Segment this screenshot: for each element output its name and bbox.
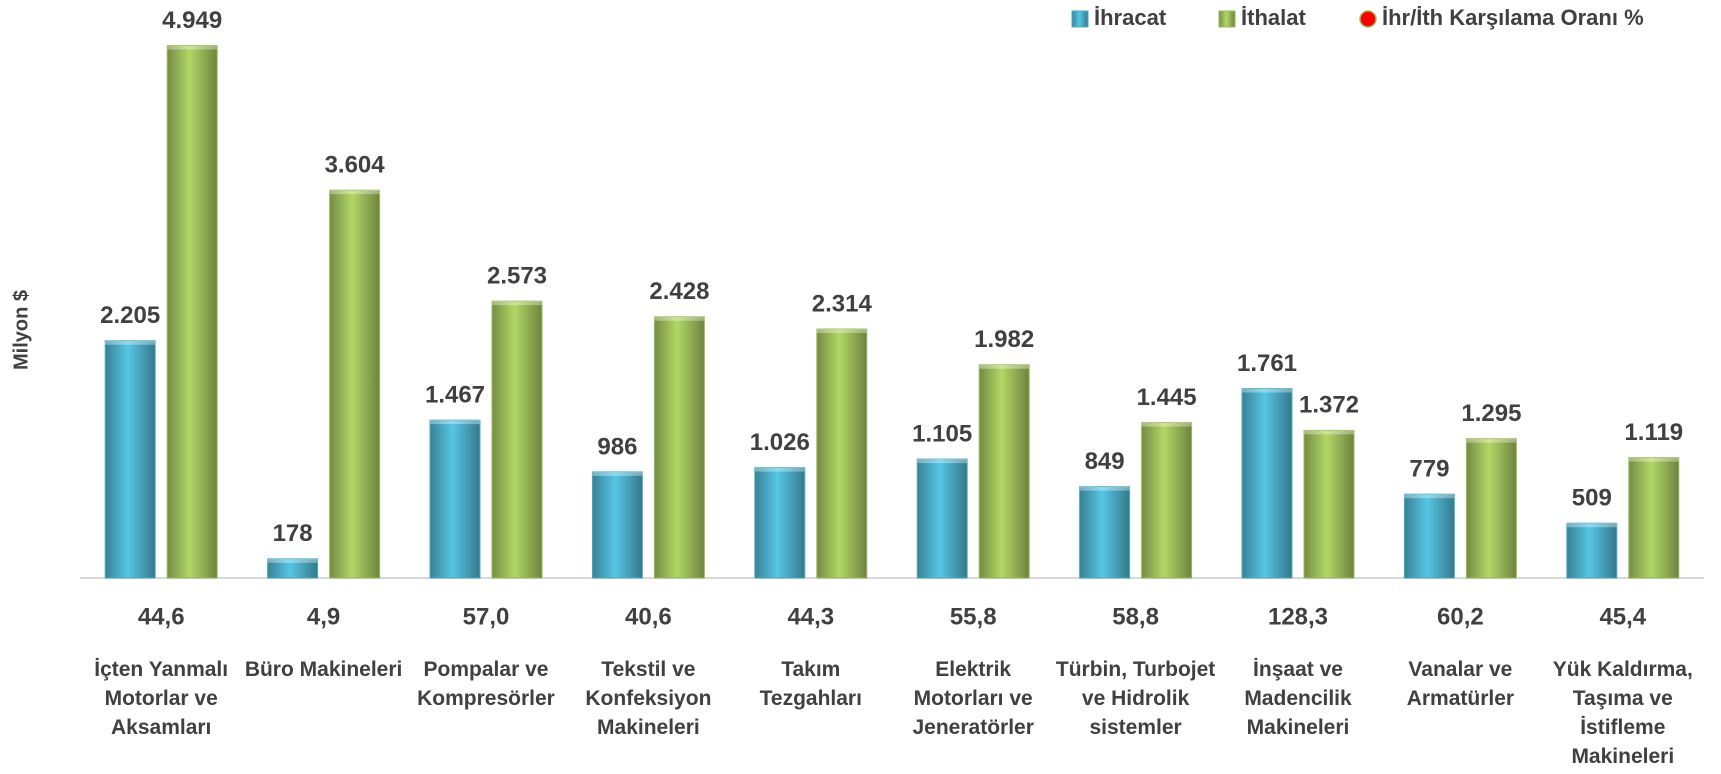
bar-cap <box>1141 422 1192 427</box>
legend-swatch <box>1359 10 1377 28</box>
x-tick-label: İnşaat ve Madencilik Makineleri <box>1244 658 1352 739</box>
ratio-label: 40,6 <box>625 603 672 630</box>
data-label: 2.428 <box>649 278 709 305</box>
bar-cap <box>1628 457 1679 462</box>
bar <box>591 471 643 579</box>
y-axis-label: Milyon $ <box>10 290 32 370</box>
bar <box>754 467 806 579</box>
bar <box>329 189 381 579</box>
bar <box>1465 438 1517 579</box>
data-label: 779 <box>1409 456 1449 483</box>
data-label: 1.119 <box>1624 419 1683 446</box>
x-tick-label: Elektrik Motorları ve Jeneratörler <box>912 658 1034 739</box>
ratio-label: 44,6 <box>138 603 185 630</box>
data-label: 1.445 <box>1137 384 1197 411</box>
data-label: 2.573 <box>487 262 547 289</box>
data-label: 3.604 <box>325 152 386 179</box>
bar-cap <box>492 301 542 306</box>
bar-cap <box>1304 430 1354 435</box>
ratio-label: 57,0 <box>463 603 510 630</box>
bar <box>1566 522 1618 579</box>
ratio-label: 45,4 <box>1599 603 1646 630</box>
ratio-label: 128,3 <box>1268 603 1328 630</box>
data-label: 1.372 <box>1299 392 1359 419</box>
legend-label: İhracat <box>1094 5 1167 30</box>
data-label: 986 <box>597 433 637 460</box>
bar-cap <box>329 190 380 195</box>
x-tick-label: Tekstil ve Konfeksiyon Makineleri <box>585 658 712 739</box>
bar <box>267 558 319 579</box>
ratio-label: 60,2 <box>1437 603 1484 630</box>
bar-cap <box>105 340 156 345</box>
data-label: 1.761 <box>1237 350 1297 377</box>
data-label: 178 <box>273 520 313 547</box>
bar-cap <box>754 467 805 472</box>
ratio-label: 44,3 <box>787 603 834 630</box>
bar <box>653 316 705 579</box>
legend-label: İhr/İth Karşılama Oranı % <box>1382 5 1644 30</box>
bar-cap <box>1242 388 1292 393</box>
x-tick-label: Büro Makineleri <box>244 658 403 681</box>
bar-cap <box>430 420 480 425</box>
ratio-label: 55,8 <box>950 603 997 630</box>
data-label: 849 <box>1085 448 1125 475</box>
bar <box>916 458 968 579</box>
x-tick-label: Takım Tezgahları <box>759 658 862 710</box>
bar-cap <box>592 471 643 476</box>
data-label: 2.205 <box>100 302 160 329</box>
data-label: 4.949 <box>162 7 222 34</box>
legend-swatch <box>1218 10 1236 28</box>
x-tick-label: Yük Kaldırma, Taşıma ve İstifleme Makine… <box>1552 658 1693 768</box>
bar-cap <box>979 364 1030 369</box>
bar <box>429 419 481 579</box>
bar-cap <box>167 45 218 50</box>
x-tick-label: Türbin, Turbojet ve Hidrolik sistemler <box>1055 658 1216 739</box>
bar-cap <box>1566 523 1617 528</box>
data-label: 1.982 <box>974 326 1034 353</box>
data-label: 509 <box>1572 485 1612 512</box>
x-tick-label: İçten Yanmalı Motorlar ve Aksamları <box>94 658 229 739</box>
bar <box>166 44 218 579</box>
bar-cap <box>654 316 705 321</box>
bar-cap <box>1466 438 1517 443</box>
x-tick-label: Pompalar ve Kompresörler <box>417 658 555 710</box>
bar-cap <box>816 329 867 334</box>
bar-cap <box>1079 486 1130 491</box>
legend-swatch <box>1071 10 1089 28</box>
bar <box>1079 486 1131 579</box>
bar <box>1628 457 1680 579</box>
data-label: 2.314 <box>812 290 873 317</box>
bar <box>978 364 1030 579</box>
bar <box>1303 429 1355 579</box>
x-tick-label: Vanalar ve Armatürler <box>1406 658 1515 710</box>
data-label: 1.467 <box>425 381 485 408</box>
data-label: 1.026 <box>750 429 810 456</box>
bar-cap <box>1404 494 1455 499</box>
data-label: 1.295 <box>1461 400 1521 427</box>
data-label: 1.105 <box>912 420 972 447</box>
bar-cap <box>917 459 968 464</box>
bar <box>104 340 156 579</box>
ratio-label: 4,9 <box>307 603 340 630</box>
bar-cap <box>267 558 318 563</box>
legend-label: İthalat <box>1241 5 1306 30</box>
bar <box>1241 388 1293 579</box>
bar <box>1141 422 1193 579</box>
bar <box>491 300 543 579</box>
bar <box>816 328 868 579</box>
ratio-label: 58,8 <box>1112 603 1159 630</box>
bar <box>1403 493 1455 579</box>
